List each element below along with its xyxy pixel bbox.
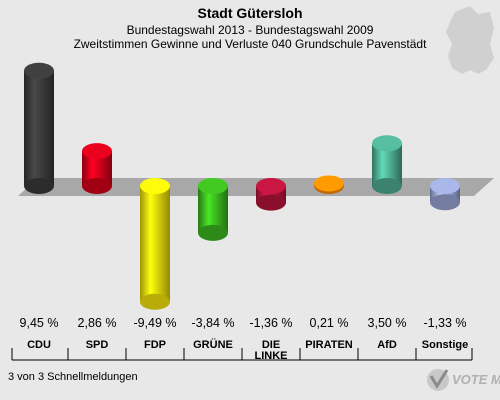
bar-spd-top-cap (82, 143, 112, 160)
value-label-7: -1,33 % (423, 316, 466, 330)
bar-piraten (314, 175, 344, 194)
bar-grüne-bottom-cap (198, 224, 228, 241)
category-label-5: PIRATEN (305, 339, 353, 351)
bar-cdu-body (24, 70, 54, 186)
category-label-4: DIE LINKE (255, 339, 288, 362)
footer-note: 3 von 3 Schnellmeldungen (8, 371, 138, 383)
category-label-3: GRÜNE (193, 338, 233, 351)
bar-fdp-bottom-cap (140, 293, 170, 310)
bar-spd-bottom-cap (82, 178, 112, 194)
bar-die-linke (256, 178, 286, 211)
bar-fdp (140, 178, 170, 310)
value-label-6: 3,50 % (368, 316, 407, 330)
category-label-1: SPD (86, 339, 109, 351)
chart-subtitle: Bundestagswahl 2013 - Bundestagswahl 200… (127, 23, 374, 37)
value-label-5: 0,21 % (310, 316, 349, 330)
category-label-2: FDP (144, 339, 166, 351)
bar-spd (82, 143, 112, 194)
category-label-6: AfD (377, 339, 397, 351)
svg-text:VOTE MANAGER: VOTE MANAGER (452, 372, 500, 387)
bar-fdp-body (140, 186, 170, 302)
vote-manager-logo: VOTE MANAGER (427, 369, 500, 391)
bar-sonstige-top-cap (430, 178, 460, 194)
bar-sonstige (430, 178, 460, 211)
bar-grüne-top-cap (198, 178, 228, 194)
bar-fdp-top-cap (140, 178, 170, 194)
bar-die-linke-bottom-cap (256, 194, 286, 211)
bar-cdu (24, 62, 54, 194)
value-label-2: -9,49 % (133, 316, 176, 330)
bar-die-linke-top-cap (256, 178, 286, 194)
bar-afd-top-cap (372, 135, 402, 152)
category-label-7: Sonstige (422, 339, 468, 351)
bar-afd (372, 135, 402, 194)
bar-cdu-bottom-cap (24, 178, 54, 194)
value-label-0: 9,45 % (20, 316, 59, 330)
category-label-0: CDU (27, 339, 51, 351)
bar-grüne (198, 178, 228, 241)
bar-sonstige-bottom-cap (430, 194, 460, 211)
germany-map-icon (446, 6, 494, 74)
chart-description: Zweitstimmen Gewinne und Verluste 040 Gr… (74, 37, 428, 51)
value-label-1: 2,86 % (78, 316, 117, 330)
bar-cdu-top-cap (24, 62, 54, 79)
chart-title: Stadt Gütersloh (197, 5, 302, 21)
value-label-4: -1,36 % (249, 316, 292, 330)
bar-series (24, 62, 460, 310)
value-labels: 9,45 % 2,86 % -9,49 % -3,84 % -1,36 % 0,21 % 3… (20, 316, 467, 330)
value-label-3: -3,84 % (191, 316, 234, 330)
category-labels: CDU SPD FDP GRÜNE DIE LINKE PIRATEN AfD Sonstige (11, 338, 473, 362)
bar-afd-bottom-cap (372, 178, 402, 194)
bar-piraten-top-cap (314, 175, 344, 192)
